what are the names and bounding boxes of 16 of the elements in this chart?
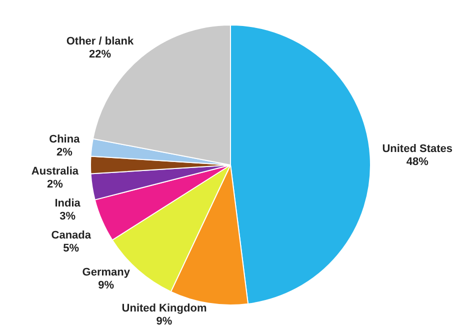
slice-label: Canada <box>51 229 92 242</box>
data-label: 5% <box>63 242 80 254</box>
slice-label: United States <box>382 142 452 155</box>
data-label: 2% <box>56 146 73 158</box>
data-label: 2% <box>47 178 64 190</box>
slice-label: India <box>54 197 82 210</box>
data-label: 48% <box>406 156 429 168</box>
data-label: 9% <box>156 316 172 328</box>
slice-label: United Kingdom <box>122 302 207 315</box>
data-label: 9% <box>98 280 114 292</box>
data-label: 3% <box>60 210 76 222</box>
slice-label: China <box>49 133 81 146</box>
slice-label: Australia <box>31 165 80 178</box>
data-label: 22% <box>88 48 112 60</box>
slice-label: Other / blank <box>66 35 134 48</box>
slice-label: Germany <box>82 266 131 279</box>
